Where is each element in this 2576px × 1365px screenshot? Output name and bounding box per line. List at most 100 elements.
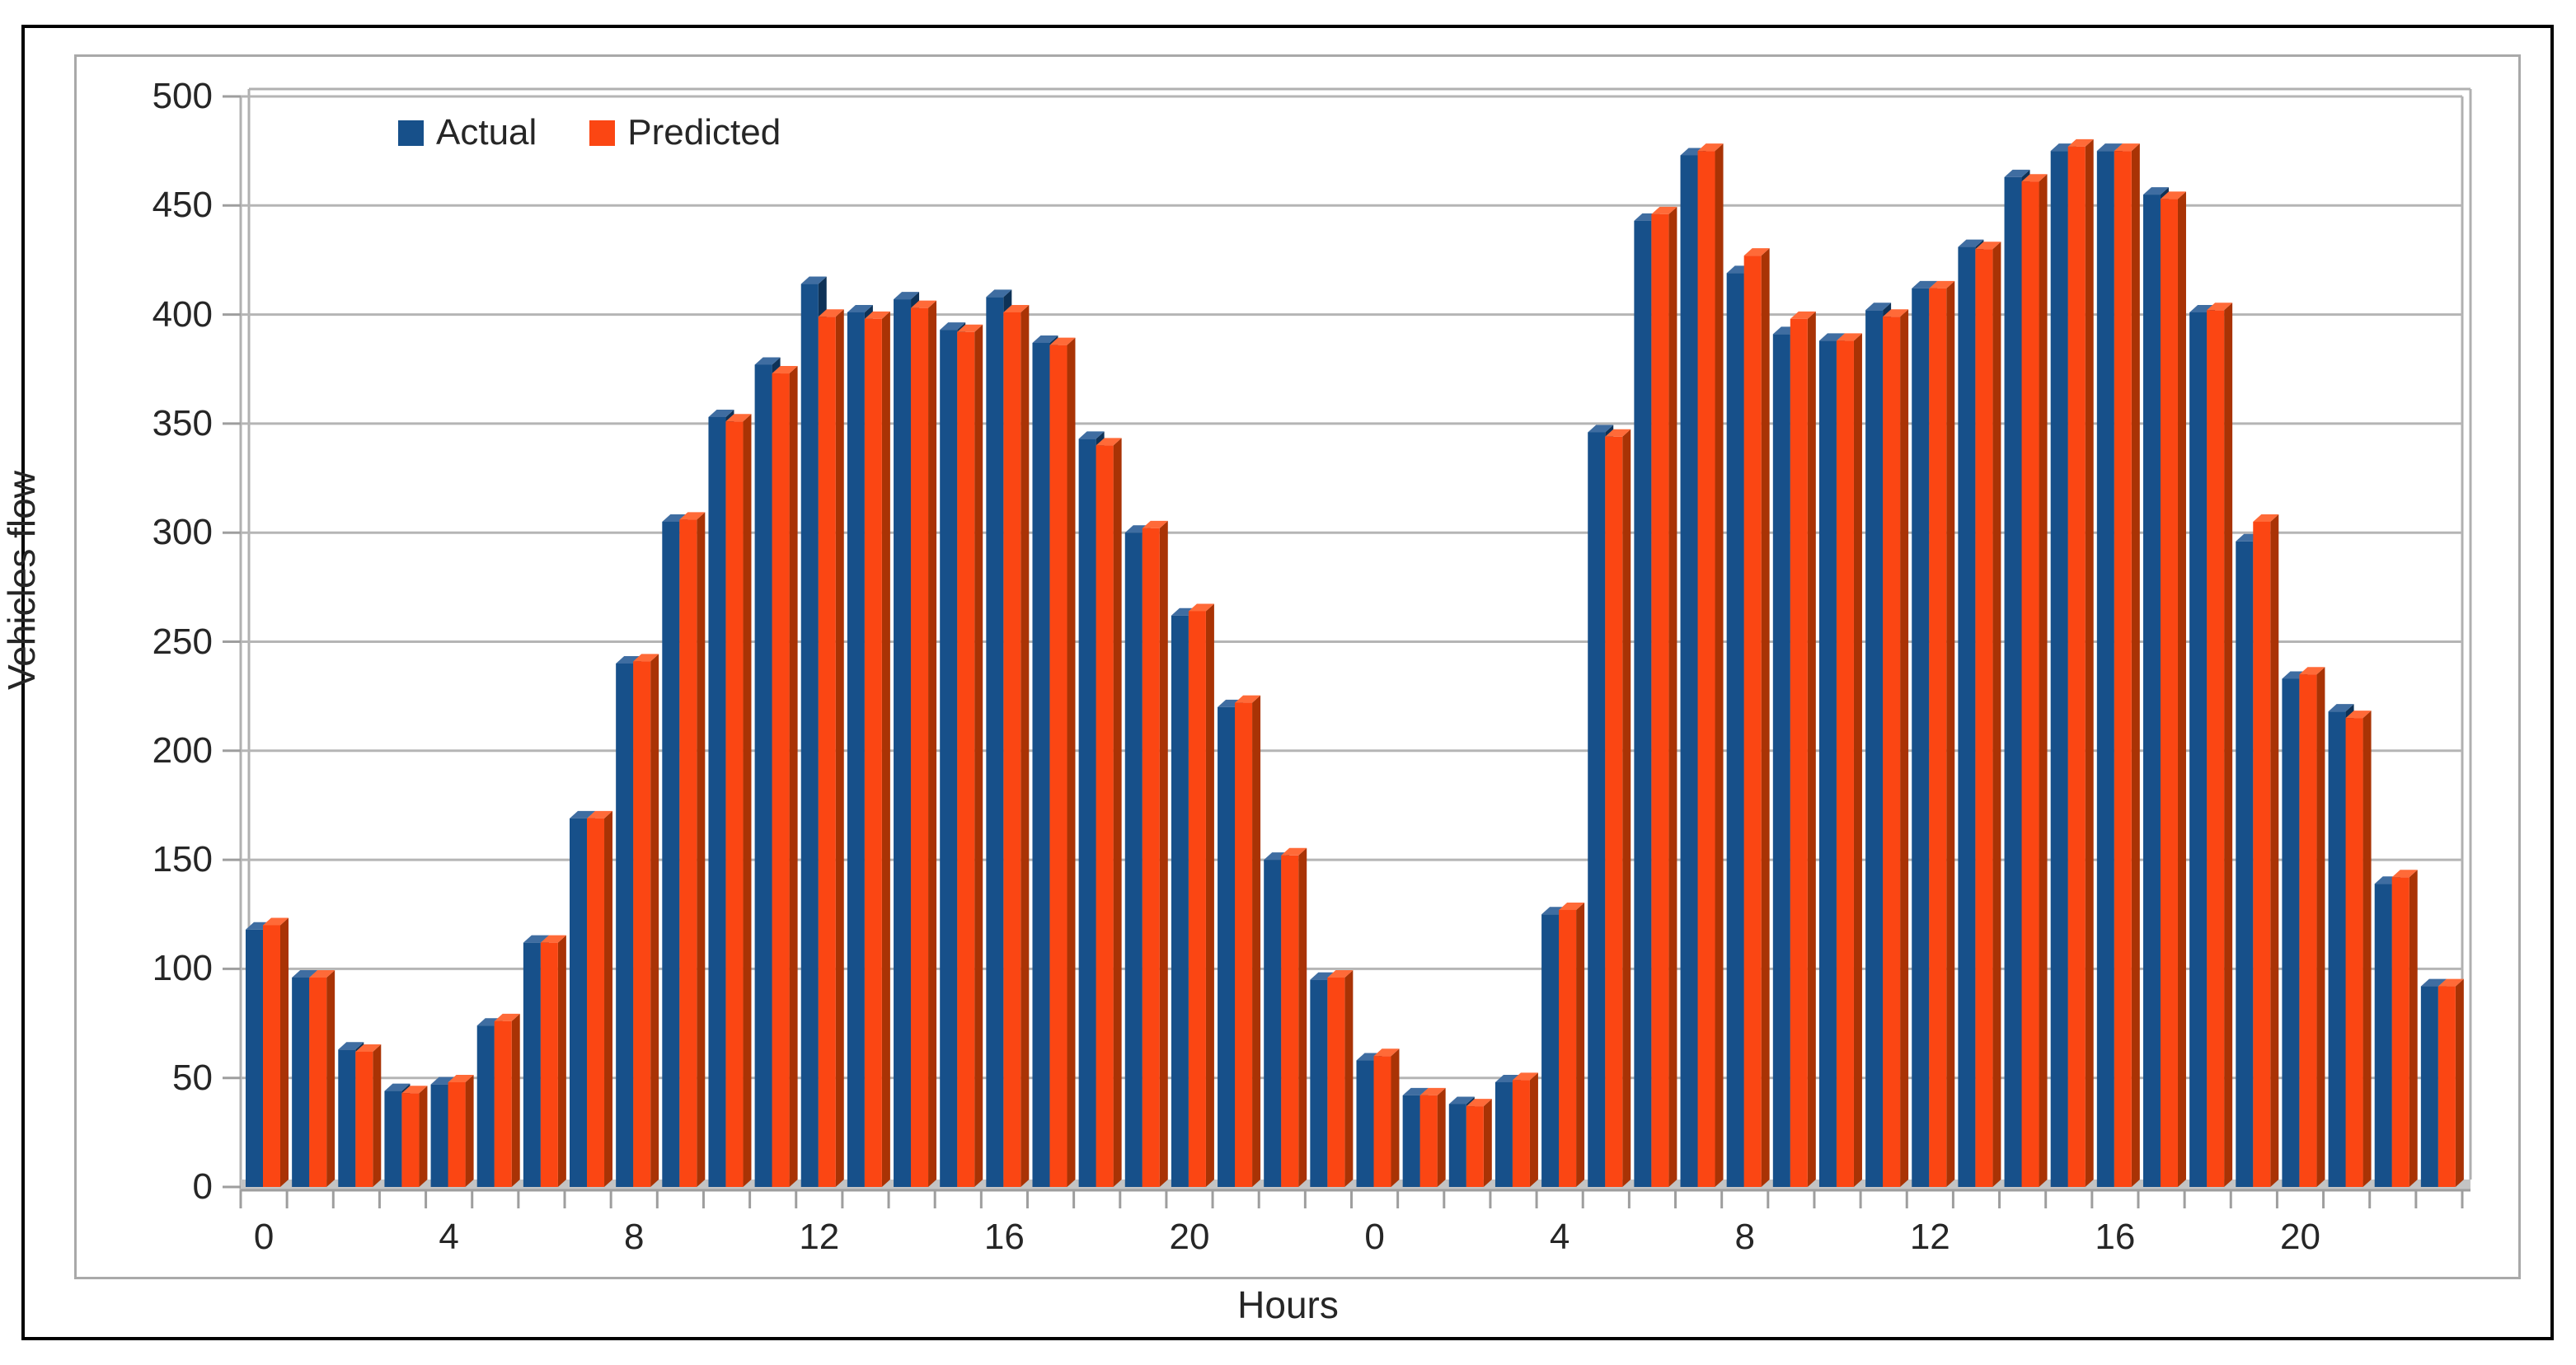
bar-actual-h35-front (1865, 310, 1884, 1188)
bar-actual-h10-front (708, 416, 726, 1187)
bar-predicted-h10-side (743, 414, 752, 1187)
bar-actual-h17-front (1032, 342, 1050, 1187)
bar-actual-h44-front (2282, 678, 2300, 1187)
bar-predicted-h26-top (1466, 1099, 1492, 1107)
bar-predicted-h42-front (2207, 310, 2225, 1188)
y-axis-title: Vehicles flow (0, 471, 44, 690)
bar-predicted-h6-front (540, 942, 558, 1187)
bar-actual-h39-front (2050, 151, 2068, 1187)
bar-predicted-h14-side (928, 300, 937, 1187)
bar-actual-h27-front (1494, 1081, 1513, 1187)
bar-predicted-h9-front (679, 519, 697, 1187)
legend-item-actual: Actual (398, 112, 537, 153)
bar-actual-h36-top (1912, 280, 1938, 288)
bar-actual-h45-front (2328, 711, 2346, 1187)
bar-predicted-h46-top (2391, 870, 2418, 878)
y-tick-label-150: 150 (152, 839, 213, 880)
bar-actual-h46-front (2374, 884, 2392, 1187)
bar-actual-h18-front (1078, 439, 1096, 1187)
x-tick-label-d1-0: 0 (253, 1217, 274, 1257)
bar-predicted-h30-top (1651, 206, 1677, 214)
bar-predicted-h24-side (1391, 1048, 1400, 1187)
bar-predicted-h37-front (1975, 249, 1993, 1188)
bar-predicted-h16-side (1021, 304, 1030, 1188)
bar-predicted-h20-top (1188, 603, 1214, 612)
bar-predicted-h46-front (2391, 877, 2409, 1187)
bar-predicted-h44-side (2316, 667, 2325, 1187)
bar-predicted-h34-front (1836, 340, 1854, 1187)
bar-predicted-h40-top (2114, 143, 2140, 152)
bar-predicted-h20-side (1205, 603, 1214, 1187)
bar-actual-h33-front (1772, 334, 1790, 1187)
bar-predicted-h31-front (1697, 151, 1715, 1187)
bar-actual-h14-top (894, 292, 920, 300)
bar-actual-h29-top (1588, 425, 1614, 433)
bar-predicted-h19-front (1142, 528, 1160, 1187)
bar-predicted-h36-side (1946, 280, 1955, 1187)
bar-predicted-h0-front (263, 925, 280, 1187)
bar-actual-h47-top (2420, 978, 2447, 987)
bar-predicted-h29-side (1622, 429, 1631, 1187)
bar-actual-h1-front (292, 977, 310, 1187)
bar-predicted-h41-front (2160, 199, 2178, 1187)
bar-predicted-h33-front (1790, 318, 1808, 1188)
bar-predicted-h31-side (1715, 143, 1724, 1187)
bar-predicted-h29-top (1605, 429, 1631, 437)
x-tick-label-d1-4: 4 (439, 1217, 459, 1257)
bar-actual-h19-front (1124, 532, 1143, 1187)
y-tick-label-0: 0 (192, 1166, 213, 1207)
bar-predicted-h12-side (835, 309, 844, 1188)
bar-predicted-h30-front (1651, 213, 1669, 1187)
bar-predicted-h45-top (2345, 711, 2372, 719)
bar-actual-h34-top (1818, 333, 1845, 341)
bar-actual-h34-front (1818, 340, 1837, 1187)
bar-predicted-h47-top (2438, 978, 2464, 987)
bar-predicted-h34-top (1836, 333, 1862, 341)
x-tick-label-d1-12: 12 (799, 1217, 840, 1257)
bar-predicted-h18-side (1113, 438, 1122, 1187)
bar-actual-h12-top (800, 276, 827, 284)
bar-actual-h11-top (754, 357, 781, 365)
bar-predicted-h3-side (419, 1086, 428, 1187)
bar-actual-h16-top (986, 289, 1012, 298)
legend-label-actual: Actual (436, 112, 537, 152)
bar-actual-h15-top (940, 322, 966, 331)
bar-predicted-h14-top (911, 300, 937, 308)
bar-predicted-h13-side (881, 311, 890, 1188)
y-tick-label-200: 200 (152, 729, 213, 771)
bar-predicted-h24-top (1373, 1048, 1400, 1057)
bar-actual-h45-top (2328, 704, 2354, 712)
bar-predicted-h5-front (494, 1020, 512, 1187)
bar-actual-h31-front (1680, 155, 1698, 1187)
bar-predicted-h4-front (448, 1081, 466, 1187)
bar-actual-h37-front (1958, 246, 1976, 1188)
y-tick-label-500: 500 (152, 76, 213, 116)
bar-predicted-h1-side (326, 969, 335, 1187)
bar-predicted-h43-side (2270, 514, 2279, 1187)
bar-predicted-h37-top (1975, 242, 2001, 250)
bar-predicted-h27-side (1529, 1072, 1538, 1187)
bar-predicted-h12-front (818, 317, 836, 1188)
bar-predicted-h32-front (1743, 256, 1762, 1188)
actual-series-swatch-icon (398, 120, 424, 146)
bar-predicted-h9-top (679, 512, 706, 520)
legend: Actual Predicted (398, 112, 781, 153)
bar-actual-h13-front (847, 312, 865, 1188)
bar-predicted-h22-front (1281, 855, 1299, 1187)
bar-predicted-h41-side (2177, 191, 2186, 1187)
bar-actual-h40-top (2096, 143, 2123, 152)
bar-predicted-h23-top (1327, 969, 1354, 978)
bar-predicted-h7-front (587, 818, 605, 1187)
bar-predicted-h20-front (1188, 611, 1206, 1187)
bar-predicted-h7-top (587, 810, 613, 819)
bar-actual-h3-front (384, 1091, 402, 1187)
bar-actual-h47-front (2420, 986, 2438, 1187)
bar-predicted-h19-side (1159, 520, 1168, 1187)
bar-actual-h6-top (523, 935, 549, 943)
bar-predicted-h17-top (1049, 337, 1076, 345)
bar-predicted-h33-top (1790, 311, 1816, 319)
bar-predicted-h3-front (401, 1093, 420, 1187)
bar-actual-h41-top (2142, 187, 2169, 195)
bar-predicted-h23-front (1327, 977, 1345, 1187)
